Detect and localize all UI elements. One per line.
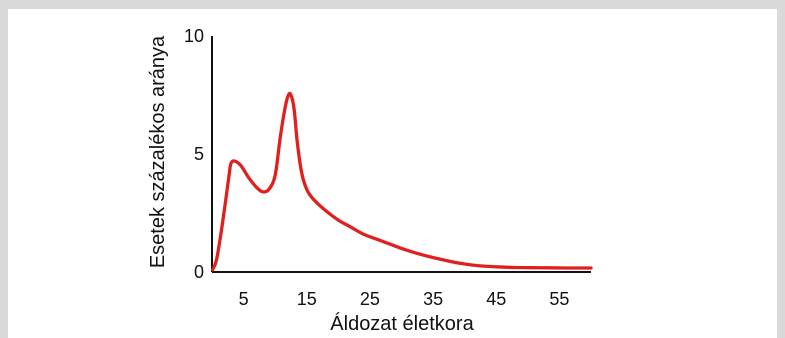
x-axis-label: Áldozat életkora (330, 312, 474, 335)
y-axis-label: Esetek százalékos aránya (147, 35, 169, 268)
x-tick-label: 5 (239, 289, 249, 309)
y-tick-label: 0 (194, 262, 204, 282)
y-tick-label: 10 (184, 26, 204, 46)
age-distribution-curve (210, 91, 593, 272)
x-ticks: 5 15 25 35 45 55 (239, 289, 570, 309)
x-tick-label: 25 (360, 289, 380, 309)
y-tick-label: 5 (194, 144, 204, 164)
x-tick-label: 15 (297, 289, 317, 309)
x-tick-label: 55 (549, 289, 569, 309)
x-tick-label: 45 (486, 289, 506, 309)
y-ticks: 0 5 10 (184, 26, 204, 282)
chart-panel (8, 9, 777, 338)
x-tick-label: 35 (423, 289, 443, 309)
